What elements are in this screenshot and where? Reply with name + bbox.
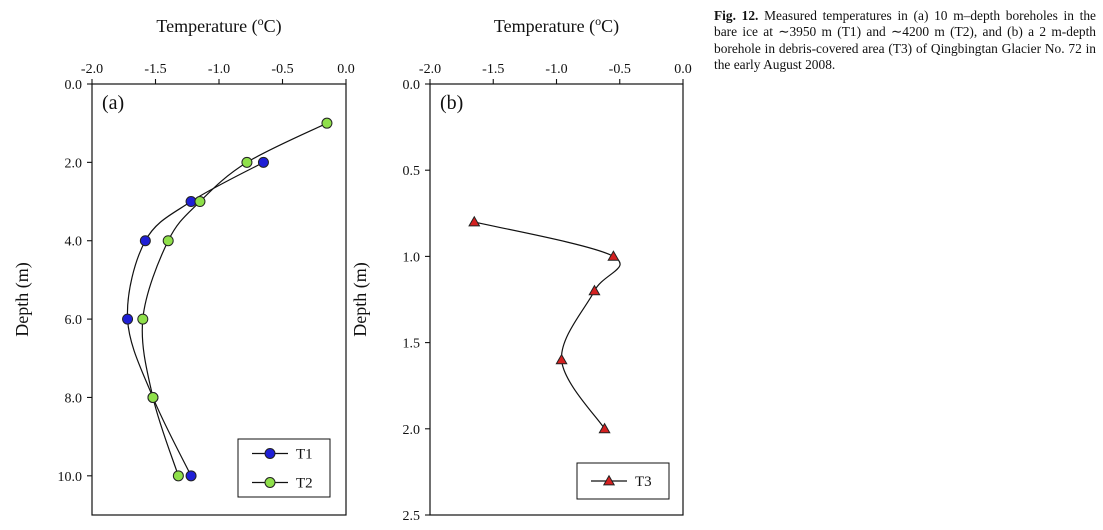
x-tick-label: -1.0 (208, 62, 230, 77)
chart-panel-a: -2.0 -1.5 -1.0 -0.5 0.0 0.0 2.0 4.0 6.0 8.0 10.0 Te… (12, 14, 355, 516)
y-tick-label: 1.0 (403, 250, 421, 265)
caption-text: Measured temperatures in (a) 10 m–depth … (714, 8, 1096, 73)
plot-frame (429, 83, 684, 516)
legend-marker-t3 (602, 474, 616, 486)
data-point-t3 (468, 215, 481, 227)
data-point-t2 (162, 235, 174, 247)
y-tick-label: 2.0 (65, 156, 83, 171)
legend-box (237, 438, 331, 498)
x-axis-title: Temperature (oC) (494, 14, 619, 37)
series-line-t3 (474, 221, 621, 430)
x-tick-label: -0.5 (609, 62, 631, 77)
data-point-t3 (607, 250, 620, 261)
chart-panel-b: -2.0 -1.5 -1.0 -0.5 0.0 0.0 0.5 1.0 1.5 2.0 2.5 Tem… (350, 14, 692, 524)
y-tick-label: 0.5 (403, 164, 421, 179)
data-point-t2 (241, 156, 253, 168)
y-tick-label: 2.0 (403, 423, 421, 438)
data-point-t2 (321, 117, 333, 129)
y-tick-label: 10.0 (58, 470, 83, 485)
series-line-t2 (141, 122, 328, 477)
data-point-t2 (147, 391, 159, 403)
data-point-t3 (555, 353, 568, 365)
legend-marker-t2 (264, 477, 276, 488)
y-axis-title: Depth (m) (12, 262, 33, 336)
y-tick-label: 0.0 (403, 78, 421, 93)
legend: T3 (576, 462, 670, 500)
figure-caption: Fig. 12. Measured temperatures in (a) 10… (714, 8, 1096, 74)
x-tick-label: -2.0 (419, 62, 441, 77)
y-tick-label: 6.0 (65, 313, 83, 328)
caption-label: Fig. 12. (714, 8, 759, 23)
y-tick-label: 2.5 (403, 509, 421, 524)
data-point-t3 (598, 422, 611, 434)
legend-label-t3: T3 (635, 474, 652, 490)
x-axis-title: Temperature (oC) (156, 14, 281, 37)
legend-label-t2: T2 (296, 476, 313, 492)
series-line-t1 (126, 161, 264, 477)
x-tick-label: -1.5 (144, 62, 166, 77)
panel-label: (b) (440, 92, 463, 114)
x-tick-label: -1.0 (545, 62, 567, 77)
data-point-t2 (137, 313, 149, 325)
data-point-t3 (588, 284, 601, 296)
data-point-t2 (172, 470, 184, 482)
legend-marker-t1 (264, 448, 276, 459)
y-tick-label: 0.0 (65, 78, 83, 93)
panel-label: (a) (102, 92, 124, 114)
x-tick-label: -1.5 (482, 62, 504, 77)
data-point-t2 (194, 196, 206, 208)
data-point-t1 (185, 470, 197, 482)
x-tick-label: 0.0 (674, 62, 692, 77)
x-tick-label: -0.5 (271, 62, 293, 77)
y-tick-label: 8.0 (65, 391, 83, 406)
legend-label-t1: T1 (296, 447, 313, 463)
x-tick-label: 0.0 (337, 62, 355, 77)
data-point-t1 (257, 156, 269, 168)
y-tick-label: 1.5 (403, 337, 421, 352)
y-axis-title: Depth (m) (350, 262, 371, 336)
legend: T1 T2 (237, 438, 331, 498)
data-point-t1 (139, 235, 151, 247)
data-point-t1 (122, 313, 134, 325)
x-tick-label: -2.0 (81, 62, 103, 77)
y-tick-label: 4.0 (65, 235, 83, 250)
